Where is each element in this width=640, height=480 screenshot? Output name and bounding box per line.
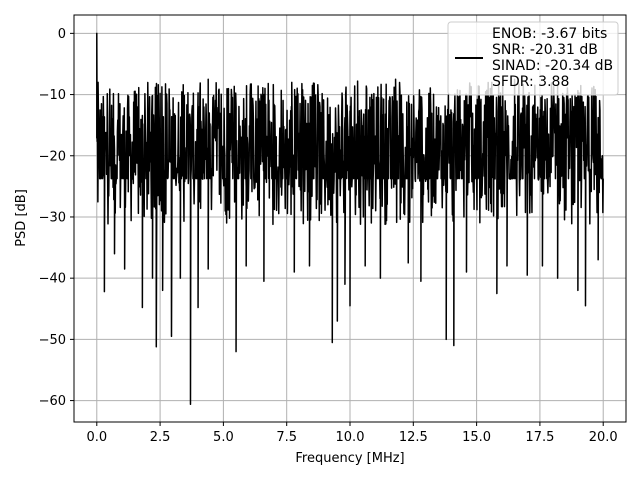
y-tick-label: −60 — [39, 394, 66, 409]
legend-sinad: SINAD: -20.34 dB — [492, 58, 613, 74]
legend-box — [447, 21, 619, 96]
y-axis-label: PSD [dB] — [14, 189, 29, 247]
legend-enob: ENOB: -3.67 bits — [492, 26, 607, 42]
legend: ENOB: -3.67 bits SNR: -20.31 dB SINAD: -… — [447, 21, 619, 96]
y-tick-label: −20 — [39, 149, 66, 164]
y-axis-ticks: 0 −10 −20 −30 −40 −50 −60 — [39, 27, 74, 409]
y-tick-label: −50 — [39, 333, 66, 348]
legend-sfdr: SFDR: 3.88 — [492, 74, 569, 90]
x-tick-label: 0.0 — [86, 430, 107, 445]
x-tick-label: 17.5 — [525, 430, 554, 445]
y-tick-label: −30 — [39, 210, 66, 225]
y-tick-label: −40 — [39, 272, 66, 287]
y-tick-label: −10 — [39, 88, 66, 103]
x-tick-label: 12.5 — [399, 430, 428, 445]
x-tick-label: 5.0 — [213, 430, 234, 445]
legend-snr: SNR: -20.31 dB — [492, 42, 598, 58]
x-axis-label: Frequency [MHz] — [295, 451, 404, 466]
x-tick-label: 20.0 — [589, 430, 618, 445]
x-tick-label: 10.0 — [336, 430, 365, 445]
x-tick-label: 7.5 — [276, 430, 297, 445]
x-tick-label: 2.5 — [150, 430, 171, 445]
y-tick-label: 0 — [58, 27, 66, 42]
x-tick-label: 15.0 — [462, 430, 491, 445]
x-axis-ticks: 0.0 2.5 5.0 7.5 10.0 12.5 15.0 17.5 20.0 — [86, 422, 618, 445]
